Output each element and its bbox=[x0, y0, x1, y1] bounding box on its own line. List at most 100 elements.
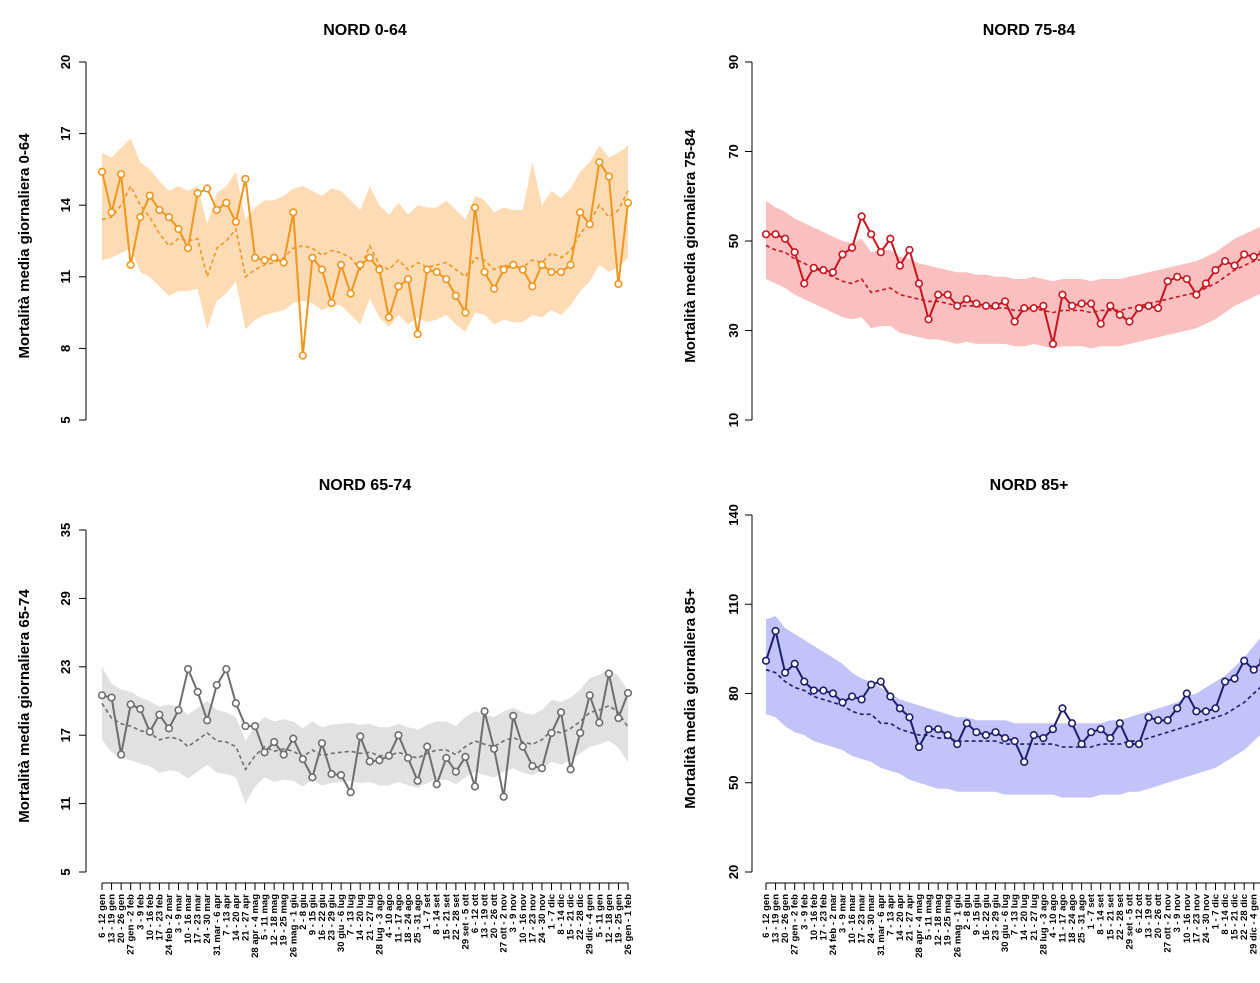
data-point bbox=[867, 680, 876, 689]
data-point bbox=[241, 174, 250, 184]
data-point bbox=[828, 689, 838, 698]
data-point bbox=[1230, 674, 1239, 683]
data-point bbox=[499, 792, 508, 801]
x-tick-label: 21 - 27 apr bbox=[904, 894, 915, 941]
data-point bbox=[876, 677, 885, 686]
x-tick-label: 9 - 15 giu bbox=[971, 894, 982, 935]
y-tick-label: 30 bbox=[726, 323, 741, 337]
data-point bbox=[1240, 250, 1249, 259]
data-point bbox=[346, 289, 355, 298]
x-tick-label: 17 - 23 feb bbox=[818, 894, 829, 941]
x-tick-label: 24 - 30 mar bbox=[202, 894, 213, 944]
x-tick-label: 13 - 19 ott bbox=[1144, 893, 1155, 938]
data-point bbox=[222, 664, 231, 674]
data-point bbox=[1182, 689, 1191, 698]
x-tick-label: 10 - 16 nov bbox=[518, 893, 529, 943]
data-point bbox=[1220, 677, 1230, 686]
y-tick-label: 20 bbox=[726, 865, 741, 879]
data-point bbox=[991, 301, 1000, 310]
x-tick-label: 23 - 29 giu bbox=[991, 894, 1002, 941]
data-point bbox=[1125, 739, 1134, 749]
data-point bbox=[876, 248, 885, 257]
data-point bbox=[461, 308, 470, 317]
x-tick-label: 12 - 18 mag bbox=[933, 894, 944, 946]
data-point bbox=[1154, 304, 1163, 313]
data-point bbox=[193, 189, 202, 198]
data-point bbox=[1039, 301, 1048, 310]
x-tick-label: 7 - 13 apr bbox=[221, 894, 232, 936]
data-point bbox=[1134, 304, 1144, 313]
x-tick-label: 16 - 22 giu bbox=[317, 894, 328, 941]
data-point bbox=[509, 260, 518, 269]
data-point bbox=[857, 212, 866, 221]
x-tick-label: 24 feb - 2 mar bbox=[828, 894, 839, 956]
x-tick-label: 24 - 30 mar bbox=[866, 894, 877, 944]
data-point bbox=[480, 267, 489, 277]
data-point bbox=[1029, 304, 1038, 313]
data-point bbox=[943, 290, 952, 299]
x-tick-label: 15 - 21 set bbox=[1105, 893, 1116, 940]
data-point bbox=[623, 688, 633, 698]
data-point bbox=[260, 748, 269, 757]
data-point bbox=[193, 687, 202, 696]
data-point bbox=[126, 700, 135, 709]
x-tick-label: 20 - 26 gen bbox=[780, 894, 791, 943]
y-axis-label: Mortalità media giornaliera 0-64 bbox=[16, 133, 33, 359]
data-point bbox=[1230, 261, 1239, 270]
data-point bbox=[270, 253, 279, 262]
data-point bbox=[365, 757, 374, 766]
y-tick-label: 17 bbox=[58, 728, 73, 742]
data-point bbox=[585, 691, 594, 700]
data-point bbox=[1201, 707, 1211, 716]
data-point bbox=[442, 275, 451, 284]
data-point bbox=[1048, 339, 1058, 349]
x-tick-label: 3 - 9 mar bbox=[174, 894, 185, 933]
data-point bbox=[203, 184, 212, 193]
reference-line bbox=[765, 668, 1260, 748]
x-tick-label: 8 - 14 set bbox=[1096, 893, 1107, 934]
x-tick-label: 22 - 28 dic bbox=[1239, 894, 1250, 940]
x-tick-label: 22 - 28 set bbox=[1115, 893, 1126, 940]
panel-3: NORD 85+ Mortalità media giornaliera 85+ 2… bbox=[682, 477, 1260, 958]
x-tick-label: 5 - 11 mag bbox=[924, 894, 935, 940]
data-point bbox=[771, 626, 780, 636]
data-point bbox=[107, 693, 116, 702]
x-tick-label: 27 ott - 2 nov bbox=[1163, 893, 1174, 952]
data-point bbox=[585, 220, 594, 229]
x-tick-label: 29 set - 5 ott bbox=[1124, 893, 1135, 949]
x-tick-label: 20 - 26 ott bbox=[489, 893, 500, 938]
data-point bbox=[537, 260, 547, 269]
data-point bbox=[838, 250, 847, 259]
data-point bbox=[604, 669, 613, 678]
x-tick-label: 30 giu - 6 lug bbox=[1000, 894, 1011, 952]
data-point bbox=[1220, 257, 1230, 266]
x-tick-label: 1 - 7 dic bbox=[546, 894, 557, 929]
data-point bbox=[336, 770, 346, 780]
data-point bbox=[480, 707, 489, 716]
data-point bbox=[250, 721, 260, 731]
data-point bbox=[117, 750, 126, 759]
x-tick-label: 31 mar - 6 apr bbox=[876, 894, 887, 956]
data-point bbox=[403, 275, 413, 284]
reference-line bbox=[765, 244, 1260, 314]
data-point bbox=[241, 721, 250, 731]
x-tick-label: 28 apr - 4 mag bbox=[250, 894, 261, 958]
data-point bbox=[1173, 704, 1182, 713]
data-point bbox=[470, 782, 480, 791]
panel-title: NORD 85+ bbox=[990, 477, 1069, 494]
x-tick-label: 6 - 12 ott bbox=[1134, 893, 1145, 933]
data-point bbox=[222, 198, 231, 207]
data-point bbox=[1201, 279, 1211, 288]
x-tick-label: 18 - 24 ago bbox=[403, 894, 414, 943]
data-point bbox=[771, 230, 780, 239]
data-point bbox=[962, 295, 971, 304]
data-point bbox=[895, 261, 904, 270]
x-tick-label: 20 - 26 ott bbox=[1153, 893, 1164, 938]
data-point bbox=[623, 198, 633, 207]
data-point bbox=[250, 253, 260, 262]
data-point bbox=[346, 788, 355, 797]
data-point bbox=[838, 698, 847, 707]
data-point bbox=[556, 708, 566, 717]
x-tick-label: 22 - 28 dic bbox=[575, 894, 586, 940]
